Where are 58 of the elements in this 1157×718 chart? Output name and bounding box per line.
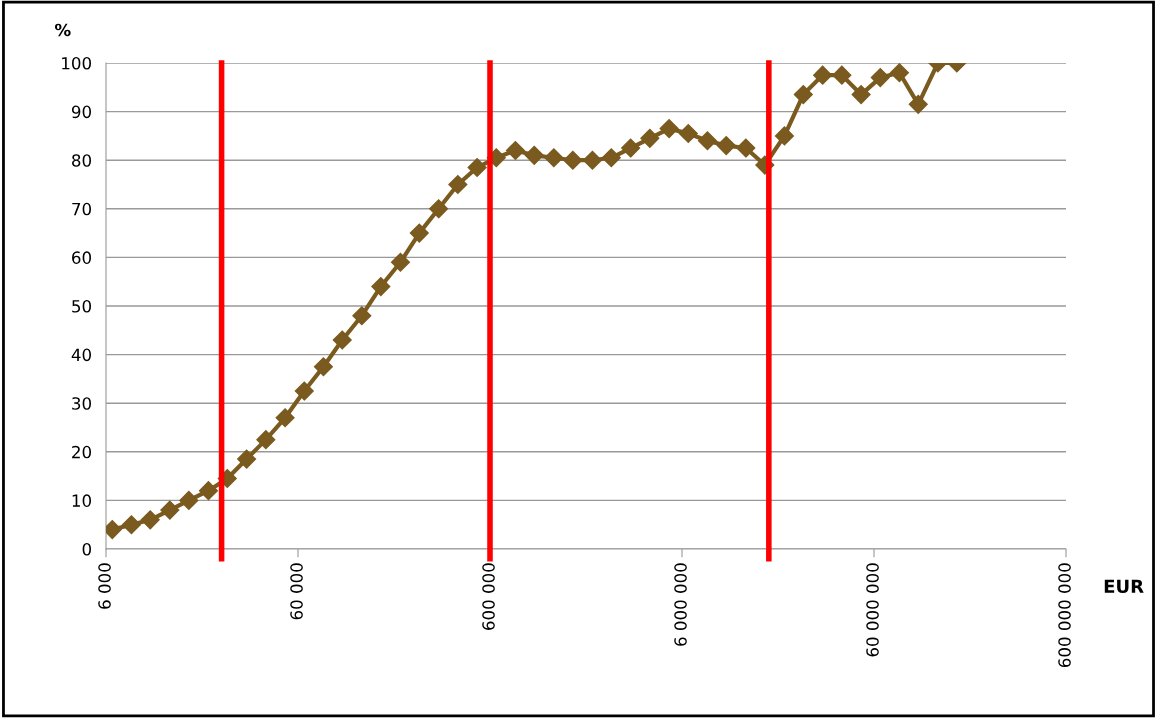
point <box>774 126 794 146</box>
y-tick-label: 40 <box>71 348 91 362</box>
y-axis-title: % <box>54 23 71 37</box>
point <box>198 481 218 501</box>
point <box>563 150 583 170</box>
point <box>851 85 871 105</box>
point <box>371 277 391 297</box>
point <box>524 145 544 165</box>
x-axis-title: EUR <box>1104 579 1144 594</box>
point <box>813 65 833 85</box>
point <box>179 490 199 510</box>
point <box>160 500 180 520</box>
point <box>429 199 449 219</box>
point <box>736 138 756 158</box>
y-tick-label: 30 <box>72 397 91 410</box>
point <box>678 123 698 144</box>
point <box>121 515 141 535</box>
point <box>313 357 333 377</box>
point <box>467 157 487 178</box>
point <box>659 119 679 139</box>
point <box>716 136 736 156</box>
point <box>256 430 276 450</box>
point <box>332 330 352 350</box>
point <box>870 68 890 88</box>
point <box>409 223 429 243</box>
x-tick-label: 600 000 <box>482 563 495 630</box>
point <box>793 85 813 105</box>
y-tick-label: 100 <box>62 56 91 70</box>
point <box>697 131 717 151</box>
y-tick-label: 80 <box>72 154 91 167</box>
x-tick-label: 6 000 <box>98 563 111 609</box>
y-tick-label: 20 <box>72 445 91 459</box>
y-tick-label: 90 <box>71 105 91 119</box>
point <box>601 148 621 168</box>
point <box>621 138 641 158</box>
point <box>908 94 928 114</box>
point <box>294 381 314 401</box>
point <box>889 63 909 83</box>
y-tick-label: 70 <box>72 202 91 216</box>
point <box>237 449 257 469</box>
point <box>275 408 295 428</box>
point <box>544 148 564 168</box>
point <box>140 510 160 530</box>
point <box>582 150 602 170</box>
point <box>640 128 660 148</box>
point <box>832 65 852 85</box>
y-tick-label: 60 <box>72 251 91 264</box>
point <box>390 252 410 272</box>
y-tick-label: 10 <box>72 494 91 507</box>
point <box>448 174 468 195</box>
y-tick-label: 50 <box>72 299 91 313</box>
point <box>505 140 525 161</box>
point <box>352 306 372 326</box>
x-tick-label: 60 000 000 <box>866 563 879 657</box>
x-tick-label: 60 000 <box>290 563 303 620</box>
x-tick-label: 600 000 000 <box>1058 563 1071 668</box>
x-tick-label: 6 000 000 <box>674 563 687 646</box>
y-tick-label: 0 <box>82 542 91 556</box>
